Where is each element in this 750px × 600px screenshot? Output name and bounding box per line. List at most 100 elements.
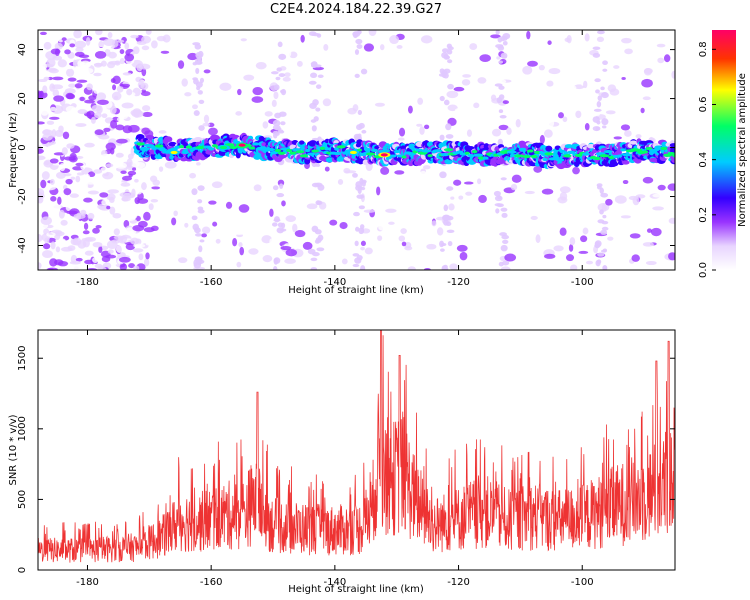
heatmap-cell (236, 261, 242, 268)
heatmap-cell (52, 76, 64, 81)
heatmap-cell (113, 228, 120, 236)
heatmap-cell (99, 192, 109, 198)
heatmap-cell (68, 83, 77, 88)
heatmap-cell (122, 72, 132, 76)
heatmap-cell (360, 68, 368, 75)
heatmap-cell (439, 134, 445, 141)
heatmap-cell (120, 182, 131, 187)
heatmap-cell (167, 70, 180, 76)
heatmap-peak (220, 145, 228, 150)
heatmap-cell (199, 239, 205, 243)
heatmap-cell (374, 102, 385, 107)
heatmap-cell (274, 148, 282, 153)
snr-x-tick-label: -100 (571, 577, 594, 588)
heatmap-cell (193, 136, 203, 142)
heatmap-cell (109, 206, 116, 215)
heatmap-cell (194, 43, 202, 50)
heatmap-cell (465, 191, 473, 196)
heatmap-cell (264, 111, 273, 117)
heatmap-cell (443, 54, 449, 59)
heatmap-cell (642, 176, 654, 184)
heatmap-cell (136, 40, 147, 46)
heatmap-cell (55, 171, 66, 179)
colorbar-label: Normalized spectral amplitude (737, 73, 748, 227)
heatmap-cell (495, 79, 507, 84)
heatmap-cell (65, 178, 73, 185)
heatmap-cell (380, 258, 389, 265)
heatmap-cell (389, 35, 400, 45)
heatmap-cell (621, 37, 632, 44)
heatmap-cell (103, 127, 111, 132)
heatmap-cell (87, 171, 96, 178)
heatmap-cell (109, 196, 115, 204)
heatmap-cell (85, 173, 91, 183)
heatmap-cell (442, 214, 450, 221)
heatmap-cell (50, 241, 56, 250)
heatmap-cell (660, 146, 668, 151)
heatmap-cell (100, 153, 112, 160)
heatmap-cell (500, 244, 508, 252)
heatmap-cell (347, 107, 357, 115)
heatmap-cell (317, 74, 324, 78)
heatmap-cell (437, 77, 442, 84)
heatmap-cell (393, 255, 399, 261)
heatmap-cell (310, 61, 318, 66)
colorbar-tick-label: 0.2 (698, 207, 709, 223)
heatmap-cell (370, 148, 379, 152)
heatmap-cell (301, 77, 308, 83)
colorbar-ticks: 0.0 0.2 0.4 0.6 0.8 (698, 41, 716, 278)
heatmap-cell (562, 116, 568, 123)
heatmap-cell (76, 79, 88, 83)
heatmap-cell (274, 216, 280, 223)
heatmap-cell (253, 184, 262, 192)
heatmap-cell (101, 199, 107, 206)
heatmap-cell (38, 262, 42, 270)
heatmap-cell (132, 167, 137, 171)
heatmap-cell (236, 213, 243, 217)
heatmap-cell (138, 63, 151, 70)
heatmap-cell (101, 113, 108, 119)
heatmap-cell (100, 167, 108, 174)
heatmap-cell (357, 148, 363, 152)
heatmap-cell (44, 160, 50, 166)
heatmap-cell (482, 156, 489, 160)
heatmap-cell (52, 89, 60, 97)
heatmap-cell (526, 30, 531, 40)
heatmap-cell (273, 91, 279, 100)
heatmap-cell (150, 225, 159, 232)
heatmap-cell (101, 256, 111, 263)
heatmap-cell (198, 125, 205, 131)
heatmap-cell (622, 179, 629, 185)
heatmap-cell (341, 258, 348, 265)
heatmap-cell (195, 67, 200, 74)
heatmap-cell (271, 99, 277, 108)
heatmap-cell (274, 84, 280, 91)
heatmap-cell (356, 44, 363, 49)
heatmap-cell (605, 198, 613, 206)
snr-x-tick-label: -140 (324, 577, 347, 588)
heatmap-cell (97, 99, 109, 105)
heatmap-cell (75, 257, 83, 262)
heatmap-cell (602, 214, 607, 219)
heatmap-cell (494, 203, 503, 207)
heatmap-cell (173, 210, 178, 217)
heatmap-cell (151, 40, 158, 49)
heatmap-cell (401, 155, 407, 159)
heatmap-cell (499, 114, 507, 119)
heatmap-x-axis-label: Height of straight line (km) (288, 285, 424, 296)
heatmap-cell (310, 257, 318, 262)
heatmap-cell (285, 249, 298, 257)
heatmap-cell (447, 83, 454, 90)
snr-x-tick-label: -120 (447, 577, 470, 588)
heatmap-cell (94, 129, 104, 136)
heatmap-cell (123, 220, 130, 228)
heatmap-cell (530, 154, 538, 159)
heatmap-cell (514, 154, 525, 158)
heatmap-cell (357, 109, 363, 116)
heatmap-cell (140, 91, 151, 97)
heatmap-cell (112, 75, 121, 85)
heatmap-cell (51, 129, 57, 138)
heatmap-cell (323, 44, 329, 51)
heatmap-cell (473, 102, 480, 109)
snr-x-tick-label: -160 (200, 577, 223, 588)
